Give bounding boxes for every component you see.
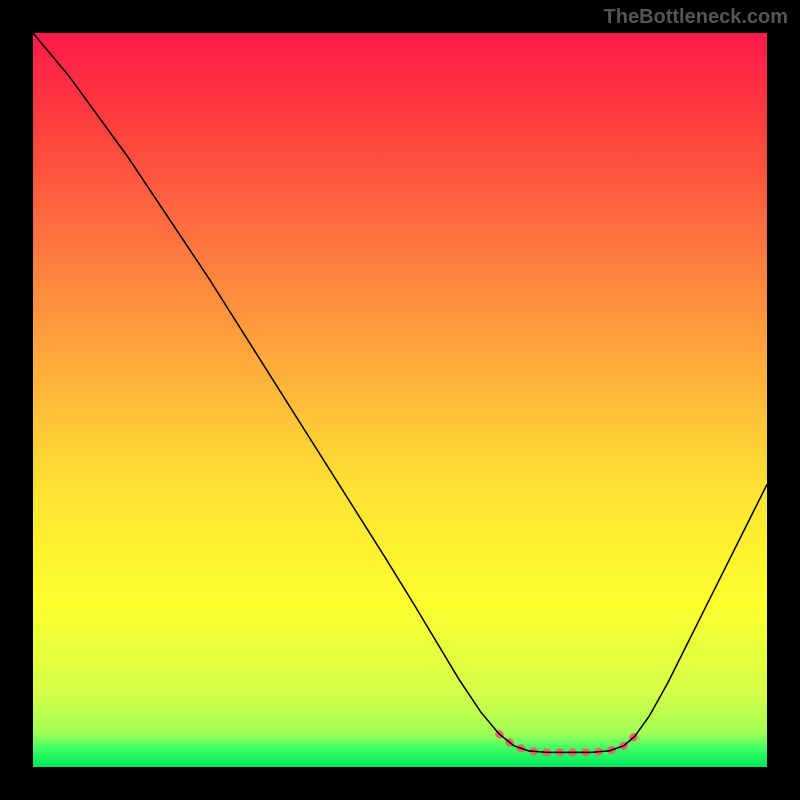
watermark-text: TheBottleneck.com — [604, 6, 788, 29]
main-curve — [33, 33, 767, 752]
figure-root: TheBottleneck.com — [0, 0, 800, 800]
plot-area — [33, 33, 767, 767]
curve-layer — [33, 33, 767, 767]
